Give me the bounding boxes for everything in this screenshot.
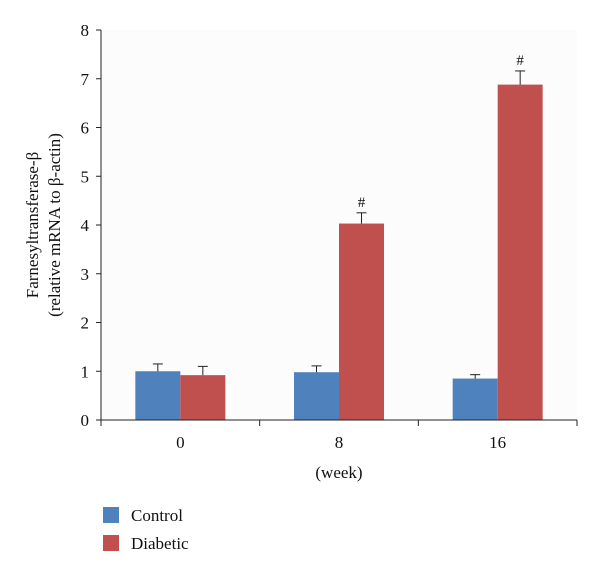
y-axis-label-line2: (relative mRNA to β-actin) xyxy=(45,133,64,317)
y-axis-label: Farnesyltransferase-β (relative mRNA to … xyxy=(23,133,64,317)
legend: Control Diabetic xyxy=(103,506,189,553)
x-category-label: 0 xyxy=(176,433,185,452)
y-tick-label: 1 xyxy=(81,362,90,381)
y-tick-label: 5 xyxy=(81,167,90,186)
legend-label-control: Control xyxy=(131,506,183,525)
x-category-label: 8 xyxy=(335,433,344,452)
bar-diabetic-0 xyxy=(180,375,226,420)
bar-control-8 xyxy=(294,372,339,420)
error-bars-group xyxy=(152,70,526,379)
bar-diabetic-16 xyxy=(497,84,543,420)
annotations-group: ## xyxy=(358,53,525,211)
x-category-label: 16 xyxy=(489,433,506,452)
x-axis-label: (week) xyxy=(315,463,362,482)
bar-diabetic-8 xyxy=(339,223,384,420)
y-tick-label: 4 xyxy=(81,216,90,235)
y-tick-label: 3 xyxy=(81,265,90,284)
bars-group xyxy=(135,84,543,420)
x-ticks-group: 0 8 16 xyxy=(100,420,578,452)
legend-swatch-diabetic xyxy=(103,535,119,551)
y-tick-label: 0 xyxy=(81,411,90,430)
significance-marker: # xyxy=(358,195,366,211)
y-axis-label-line1: Farnesyltransferase-β xyxy=(23,152,42,298)
y-tick-label: 8 xyxy=(81,21,90,40)
y-tick-label: 7 xyxy=(81,70,90,89)
y-tick-label: 2 xyxy=(81,314,90,333)
y-ticks-group: 0 1 2 3 4 5 6 7 8 xyxy=(81,21,101,430)
y-tick-label: 6 xyxy=(81,119,90,138)
legend-label-diabetic: Diabetic xyxy=(131,534,189,553)
legend-swatch-control xyxy=(103,507,119,523)
bar-control-16 xyxy=(452,378,498,420)
bar-control-0 xyxy=(135,371,181,420)
significance-marker: # xyxy=(516,53,524,69)
